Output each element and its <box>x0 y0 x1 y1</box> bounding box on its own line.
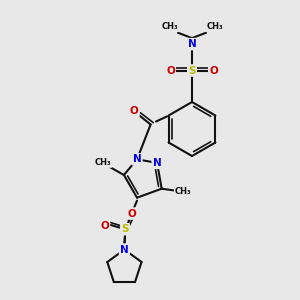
Text: O: O <box>209 65 218 76</box>
Text: O: O <box>100 220 109 231</box>
Text: N: N <box>120 244 129 255</box>
Text: CH₃: CH₃ <box>175 187 192 196</box>
Text: CH₃: CH₃ <box>94 158 111 167</box>
Text: N: N <box>153 158 161 168</box>
Text: CH₃: CH₃ <box>161 22 178 31</box>
Text: O: O <box>166 65 175 76</box>
Text: CH₃: CH₃ <box>206 22 223 31</box>
Text: S: S <box>188 65 196 76</box>
Text: O: O <box>130 106 139 116</box>
Text: N: N <box>188 39 196 49</box>
Text: N: N <box>133 154 141 164</box>
Text: O: O <box>127 208 136 219</box>
Text: S: S <box>121 224 129 234</box>
